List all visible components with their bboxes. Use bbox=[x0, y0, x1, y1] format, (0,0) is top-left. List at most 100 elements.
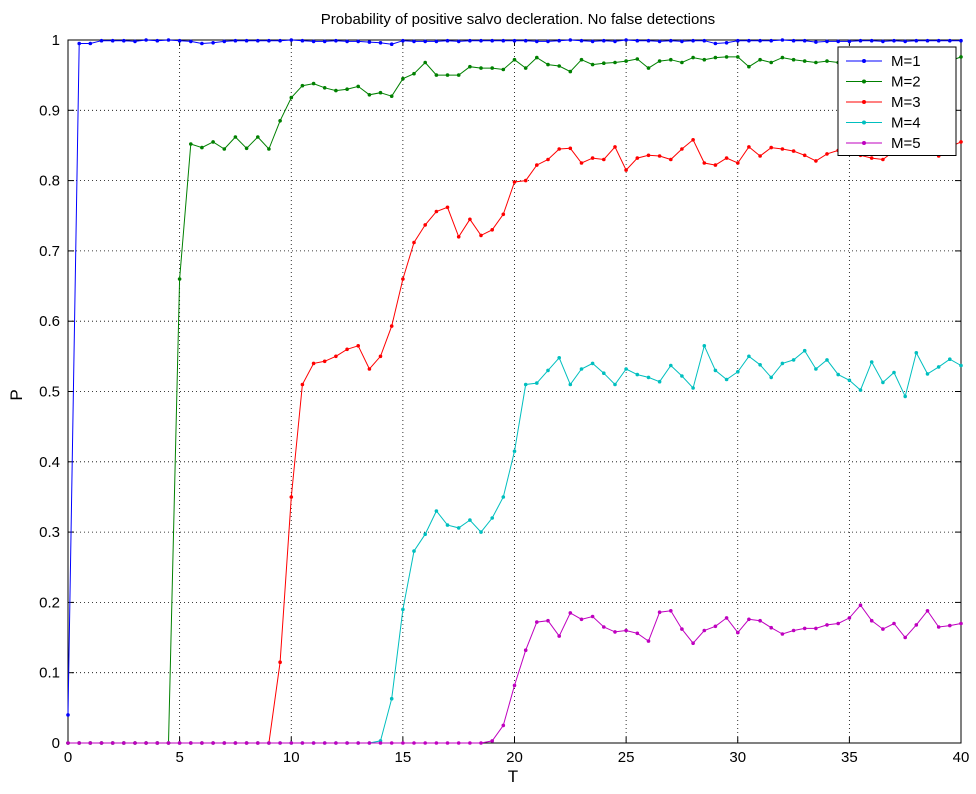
data-point bbox=[278, 38, 282, 43]
data-point bbox=[468, 64, 472, 69]
data-point bbox=[724, 55, 729, 59]
data-point bbox=[278, 660, 282, 664]
legend-marker bbox=[862, 120, 866, 125]
data-point bbox=[177, 741, 182, 745]
legend-label: M=5 bbox=[891, 135, 921, 152]
legend-entry: M=2 bbox=[846, 74, 921, 91]
data-point bbox=[401, 607, 405, 612]
data-point bbox=[847, 39, 852, 44]
data-point bbox=[490, 739, 495, 743]
data-point bbox=[758, 38, 762, 43]
data-point bbox=[401, 741, 405, 745]
data-point bbox=[367, 93, 372, 97]
data-point bbox=[959, 140, 963, 144]
data-point bbox=[456, 73, 461, 77]
y-tick-label: 0.2 bbox=[39, 594, 60, 611]
data-point bbox=[948, 623, 952, 628]
data-point bbox=[858, 38, 863, 43]
data-point bbox=[189, 741, 193, 745]
y-tick-label: 0.4 bbox=[39, 454, 60, 471]
data-point bbox=[858, 603, 863, 607]
data-point bbox=[948, 357, 952, 362]
data-point bbox=[434, 509, 439, 513]
data-point bbox=[278, 741, 282, 745]
data-point bbox=[579, 161, 584, 165]
data-point bbox=[345, 87, 349, 91]
data-point bbox=[702, 161, 707, 165]
data-point bbox=[624, 367, 628, 371]
data-point bbox=[825, 623, 829, 627]
data-point bbox=[724, 156, 729, 160]
y-axis-label: P bbox=[7, 389, 26, 400]
data-point bbox=[769, 145, 773, 150]
data-point bbox=[233, 135, 238, 139]
data-point bbox=[959, 363, 963, 368]
data-point bbox=[133, 741, 137, 745]
data-point bbox=[825, 59, 829, 63]
y-tick-label: 0.1 bbox=[39, 665, 60, 682]
x-tick-label: 30 bbox=[729, 749, 746, 766]
data-point bbox=[311, 39, 316, 44]
data-point bbox=[747, 64, 751, 69]
data-point bbox=[334, 354, 338, 359]
data-point bbox=[791, 358, 796, 362]
data-point bbox=[535, 381, 539, 385]
data-point bbox=[300, 38, 305, 43]
data-point bbox=[177, 277, 182, 281]
data-point bbox=[948, 38, 952, 43]
data-point bbox=[914, 351, 919, 355]
data-point bbox=[456, 235, 461, 239]
data-point bbox=[657, 154, 662, 158]
data-point bbox=[669, 38, 673, 43]
data-point bbox=[512, 180, 517, 184]
data-point bbox=[378, 741, 383, 745]
data-point bbox=[557, 147, 561, 151]
data-point bbox=[646, 153, 651, 158]
data-point bbox=[590, 39, 595, 44]
data-point bbox=[713, 41, 718, 46]
data-point bbox=[869, 360, 874, 364]
legend-label: M=2 bbox=[891, 74, 921, 91]
legend-label: M=1 bbox=[891, 53, 921, 70]
data-point bbox=[869, 156, 874, 160]
data-point bbox=[535, 39, 539, 44]
data-point bbox=[412, 741, 416, 745]
data-point bbox=[680, 39, 684, 44]
data-point bbox=[702, 628, 707, 633]
x-tick-label: 15 bbox=[395, 749, 412, 766]
data-point bbox=[434, 73, 439, 77]
x-tick-label: 20 bbox=[506, 749, 523, 766]
data-point bbox=[389, 42, 394, 46]
data-point bbox=[479, 66, 483, 70]
data-point bbox=[881, 157, 885, 162]
data-point bbox=[814, 40, 818, 44]
data-point bbox=[713, 163, 718, 167]
data-point bbox=[624, 628, 628, 633]
data-point bbox=[780, 632, 785, 636]
data-point bbox=[602, 157, 606, 162]
data-point bbox=[758, 618, 762, 623]
data-point bbox=[646, 639, 651, 643]
data-point bbox=[66, 741, 70, 745]
data-point bbox=[736, 38, 740, 43]
data-point bbox=[936, 625, 941, 629]
data-point bbox=[501, 723, 506, 728]
data-point bbox=[568, 382, 573, 387]
data-point bbox=[322, 86, 327, 90]
data-point bbox=[512, 38, 517, 43]
data-point bbox=[523, 66, 528, 70]
data-point bbox=[791, 628, 796, 633]
data-point bbox=[200, 41, 204, 46]
data-point bbox=[311, 741, 316, 745]
data-point bbox=[99, 38, 104, 43]
data-point bbox=[523, 178, 528, 183]
data-point bbox=[736, 370, 740, 374]
data-point bbox=[959, 55, 963, 59]
grid bbox=[68, 40, 961, 743]
x-tick-label: 10 bbox=[283, 749, 300, 766]
data-point bbox=[166, 741, 171, 745]
data-point bbox=[423, 60, 428, 65]
data-point bbox=[724, 377, 729, 382]
data-point bbox=[802, 153, 807, 158]
